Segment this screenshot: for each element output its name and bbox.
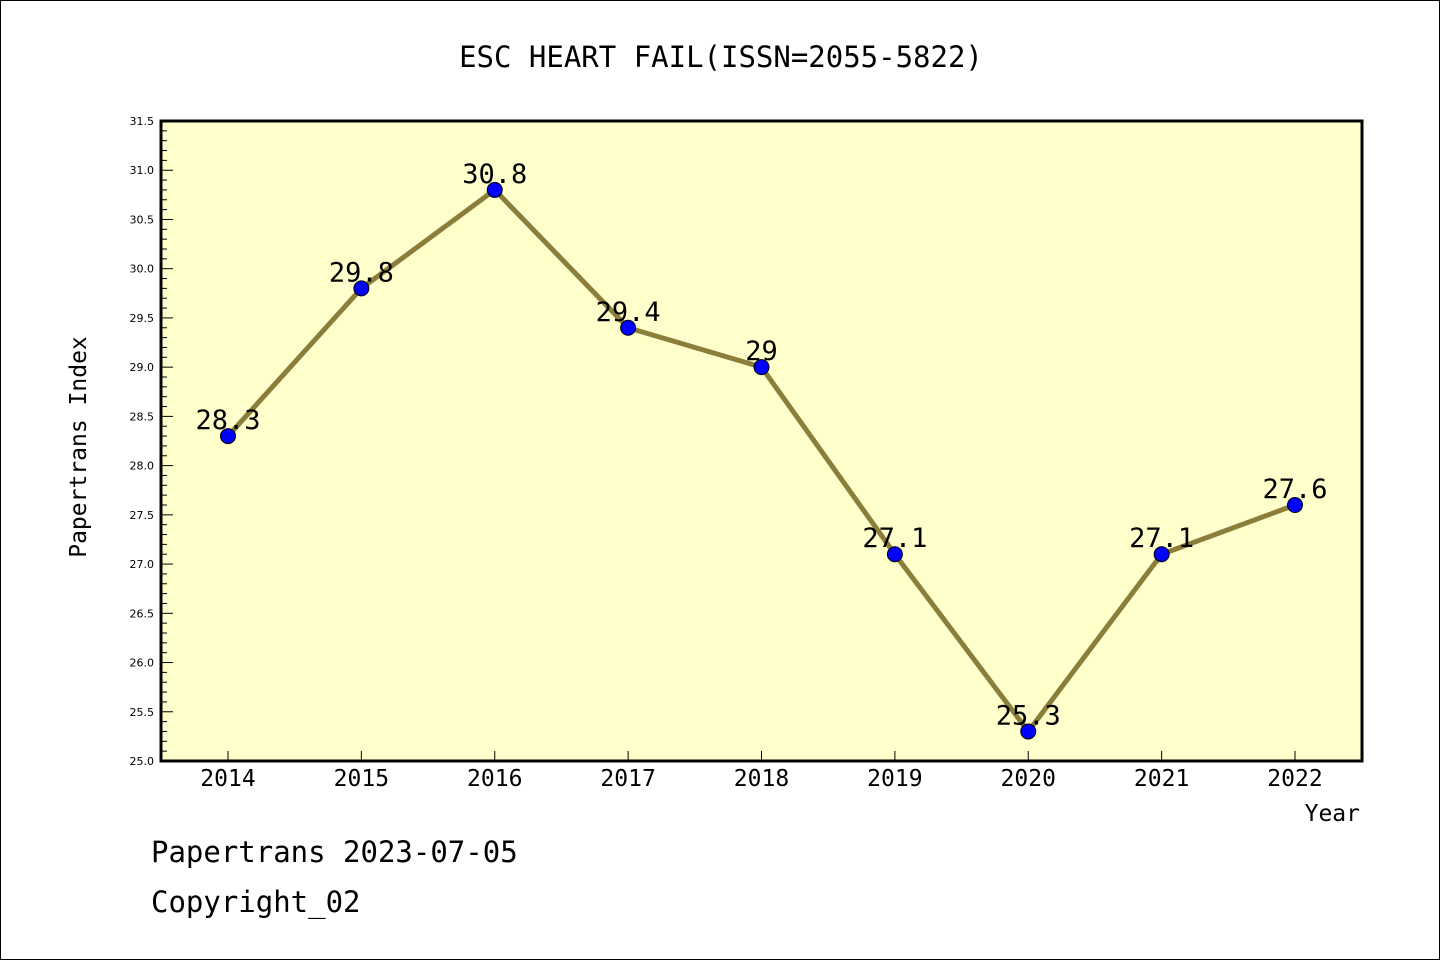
data-point xyxy=(620,319,637,336)
data-label: 28.3 xyxy=(195,405,260,436)
y-axis-label: Papertrans Index xyxy=(66,336,92,558)
y-tick-label: 26.5 xyxy=(130,607,155,620)
plot-border xyxy=(159,119,1364,763)
y-tick-label: 25.0 xyxy=(130,755,155,768)
x-tick-label: 2017 xyxy=(600,766,655,792)
y-tick-label: 26.0 xyxy=(130,657,155,670)
y-tick-label: 27.0 xyxy=(130,558,155,571)
data-point xyxy=(886,546,903,563)
y-axis-ticks: 25.0 25.5 26.0 26.5 27.0 27.5 28.0 28.5 29.0 29.5… xyxy=(130,115,173,768)
x-tick-label: 2015 xyxy=(334,766,389,792)
y-tick-label: 25.5 xyxy=(130,706,155,719)
x-axis-label: Year xyxy=(1305,801,1360,827)
y-tick-label: 30.0 xyxy=(130,263,155,276)
data-label: 27.1 xyxy=(862,523,927,554)
series: 28.3 29.8 30.8 29.4 29 27.1 25.3 27.1 27.6 xyxy=(195,159,1328,740)
y-tick-label: 31.5 xyxy=(130,115,155,128)
data-point xyxy=(1153,546,1170,563)
x-axis-ticks: 2014 2015 2016 2017 2018 2019 2020 2021 2022 xyxy=(200,751,1323,792)
x-tick-label: 2021 xyxy=(1134,766,1189,792)
footer-copyright: Copyright_02 xyxy=(151,885,361,919)
data-label: 29.4 xyxy=(596,297,661,328)
x-tick-label: 2014 xyxy=(200,766,255,792)
y-tick-label: 28.0 xyxy=(130,460,155,473)
data-label: 29 xyxy=(745,336,778,367)
x-tick-label: 2020 xyxy=(1001,766,1056,792)
y-tick-label: 29.0 xyxy=(130,361,155,374)
x-tick-label: 2019 xyxy=(867,766,922,792)
y-tick-label: 28.5 xyxy=(130,410,155,423)
data-point xyxy=(486,181,503,198)
data-point xyxy=(353,280,370,297)
data-point xyxy=(1287,497,1303,513)
x-tick-label: 2018 xyxy=(734,766,789,792)
data-label: 30.8 xyxy=(462,159,527,190)
data-point xyxy=(1020,723,1037,740)
data-label: 25.3 xyxy=(996,700,1061,731)
y-tick-label: 27.5 xyxy=(130,509,155,522)
x-tick-label: 2022 xyxy=(1267,766,1322,792)
data-label: 29.8 xyxy=(329,257,394,288)
y-tick-label: 31.0 xyxy=(130,164,155,177)
y-tick-label: 30.5 xyxy=(130,213,155,226)
x-tick-label: 2016 xyxy=(467,766,522,792)
data-point xyxy=(753,359,770,376)
data-label: 27.1 xyxy=(1129,523,1194,554)
footer-date: Papertrans 2023-07-05 xyxy=(151,835,518,869)
plot-background xyxy=(161,121,1362,761)
y-tick-label: 29.5 xyxy=(130,312,155,325)
chart-title: ESC HEART FAIL(ISSN=2055-5822) xyxy=(459,40,983,74)
data-point xyxy=(220,428,236,445)
data-label: 27.6 xyxy=(1262,474,1327,505)
